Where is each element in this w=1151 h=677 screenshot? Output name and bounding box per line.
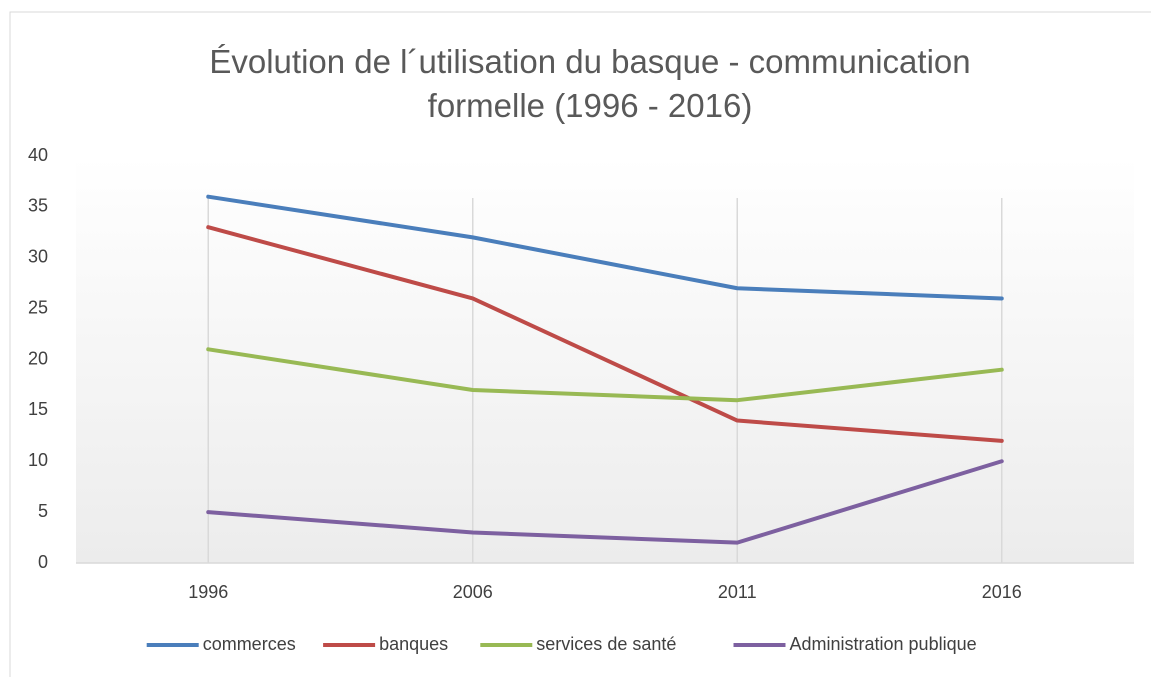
y-tick-label: 25 [28,297,48,317]
series-line [206,347,1004,403]
x-tick-label: 2016 [982,582,1022,602]
y-tick-label: 35 [28,196,48,216]
x-tick-label: 2006 [453,582,493,602]
x-tick-label: 1996 [188,582,228,602]
series-line [206,194,1004,301]
y-tick-label: 10 [28,450,48,470]
series-line [206,459,1004,545]
y-tick-label: 30 [28,247,48,267]
legend-label: banques [379,634,448,654]
legend-label: services de santé [536,634,676,654]
y-tick-label: 40 [28,145,48,165]
y-tick-label: 5 [38,501,48,521]
y-tick-label: 20 [28,348,48,368]
legend-label: commerces [203,634,296,654]
legend-label: Administration publique [790,634,977,654]
x-tick-label: 2011 [718,582,757,602]
chart-border [9,11,1151,677]
chart-title: Évolution de l´utilisation du basque - c… [209,43,971,124]
y-tick-label: 0 [38,552,48,572]
series-line [206,225,1004,443]
y-tick-label: 15 [28,399,48,419]
